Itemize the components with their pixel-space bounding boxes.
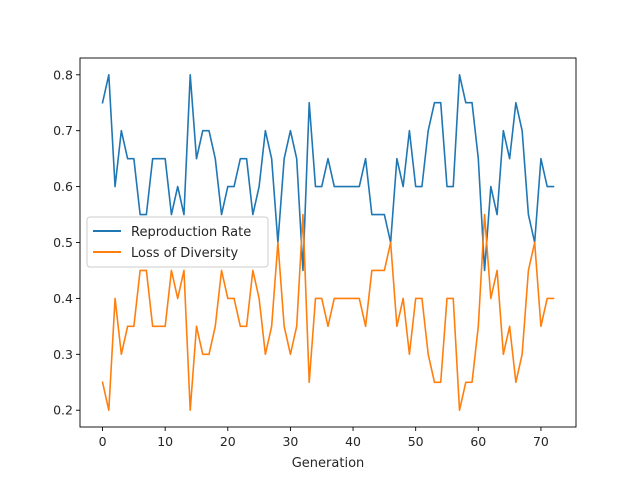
x-tick-label: 0 xyxy=(99,434,107,449)
x-axis-label: Generation xyxy=(292,456,365,471)
legend-label-reproduction-rate: Reproduction Rate xyxy=(131,225,251,240)
y-tick-label: 0.2 xyxy=(53,403,73,418)
x-axis-ticks: 0 10 20 30 40 50 60 70 xyxy=(99,427,549,449)
series-lines xyxy=(101,73,555,412)
y-tick-label: 0.8 xyxy=(53,67,73,82)
y-axis-ticks: 0.2 0.3 0.4 0.5 0.6 0.7 0.8 xyxy=(53,67,80,418)
x-tick-label: 30 xyxy=(282,434,298,449)
series-line-loss-of-diversity xyxy=(101,213,555,412)
x-tick-label: 10 xyxy=(157,434,173,449)
legend-label-loss-of-diversity: Loss of Diversity xyxy=(131,246,238,261)
plot-area-frame xyxy=(79,57,577,428)
x-tick-label: 20 xyxy=(220,434,236,449)
y-tick-label: 0.7 xyxy=(53,123,73,138)
x-tick-label: 50 xyxy=(408,434,424,449)
series-line-reproduction-rate xyxy=(101,73,555,272)
y-tick-label: 0.6 xyxy=(53,179,73,194)
y-tick-label: 0.3 xyxy=(53,347,73,362)
x-tick-label: 70 xyxy=(533,434,549,449)
y-tick-label: 0.5 xyxy=(53,235,73,250)
x-tick-label: 60 xyxy=(470,434,486,449)
y-tick-label: 0.4 xyxy=(53,291,73,306)
legend-box xyxy=(86,216,269,268)
x-tick-label: 40 xyxy=(345,434,361,449)
legend: Reproduction Rate Loss of Diversity xyxy=(86,216,269,268)
